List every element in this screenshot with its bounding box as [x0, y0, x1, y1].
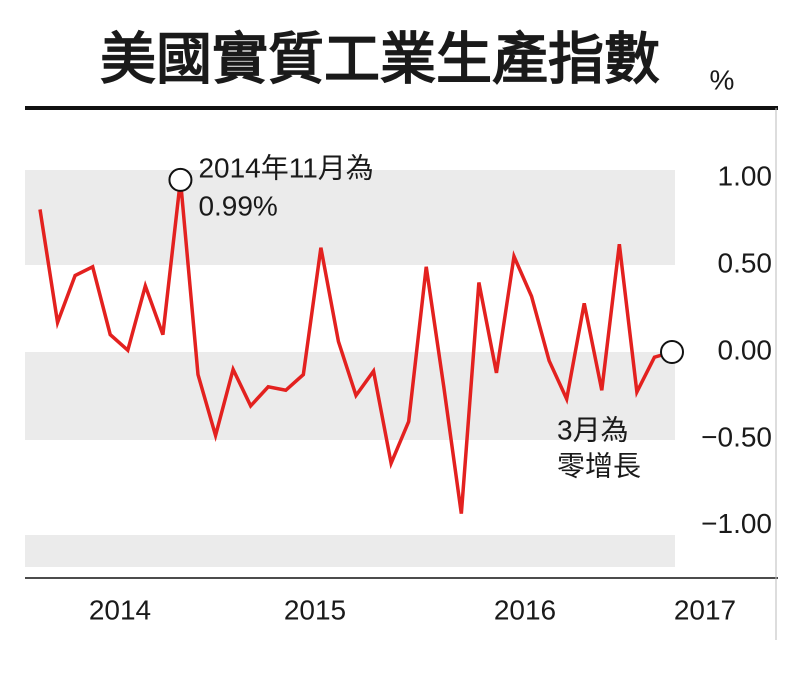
- annotation: 3月為: [557, 414, 629, 445]
- x-tick-label: 2014: [89, 594, 151, 625]
- y-tick-label: 0.50: [718, 247, 773, 278]
- x-tick-label: 2017: [674, 594, 736, 625]
- annotation: 零增長: [557, 450, 641, 481]
- chart-title: 美國實質工業生產指數: [100, 27, 660, 93]
- y-tick-label: −1.00: [701, 508, 772, 539]
- unit: %: [710, 64, 735, 95]
- band: [25, 535, 675, 567]
- x-tick-label: 2016: [494, 594, 556, 625]
- annotation: 2014年11月為: [198, 152, 373, 183]
- y-tick-label: 0.00: [718, 334, 773, 365]
- marker: [660, 340, 684, 364]
- marker: [168, 167, 193, 192]
- x-tick-label: 2015: [284, 594, 346, 625]
- annotation: 0.99%: [198, 190, 277, 221]
- y-tick-label: 1.00: [718, 161, 773, 192]
- y-tick-label: −0.50: [701, 421, 772, 452]
- band: [25, 170, 675, 265]
- line: [38, 179, 673, 514]
